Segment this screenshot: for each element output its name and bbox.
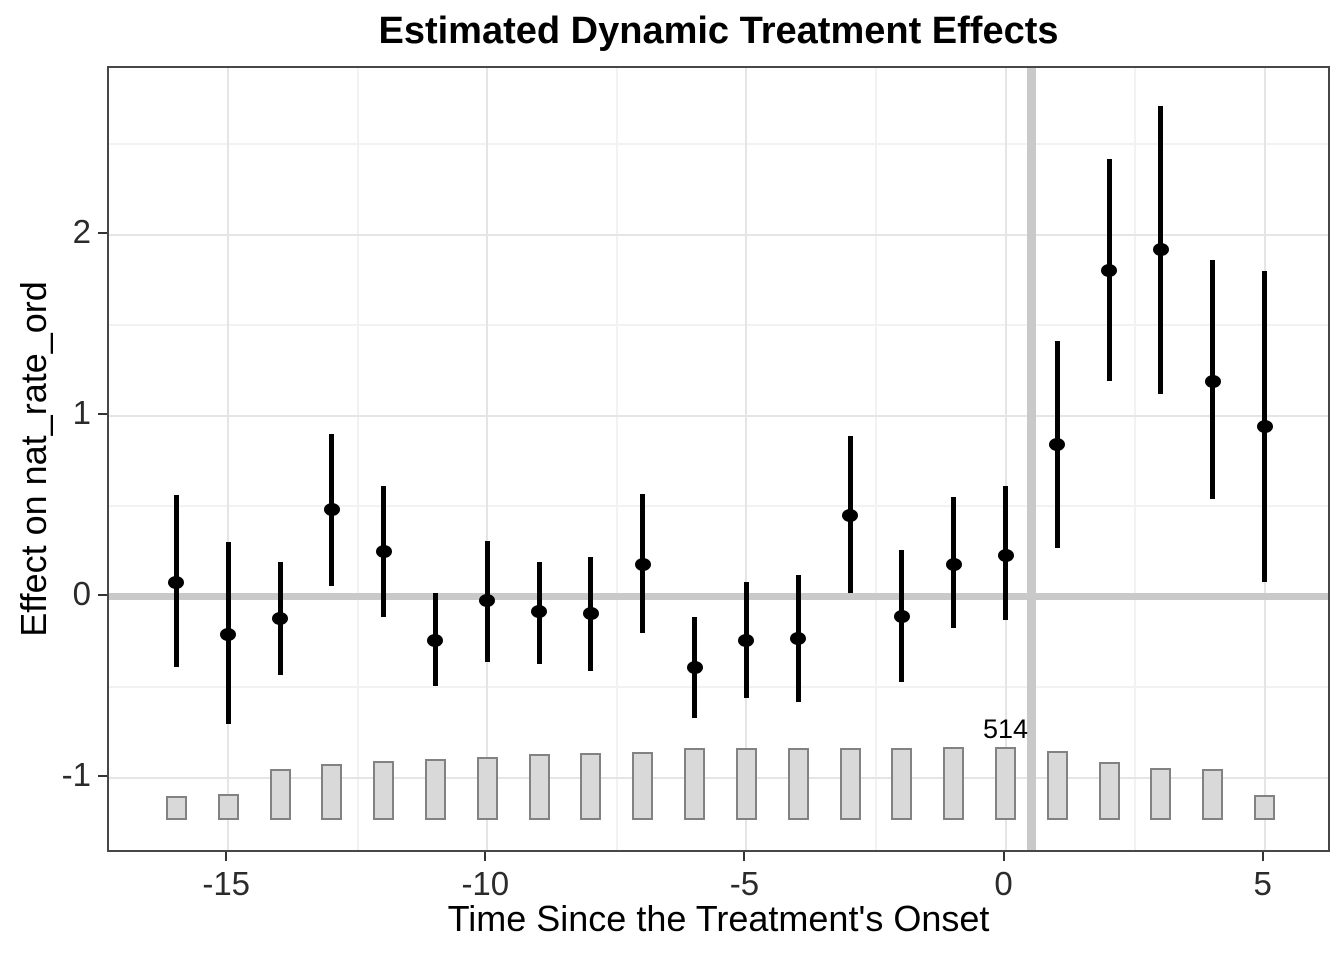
gridline-major-vertical: [486, 68, 489, 850]
point-estimate: [479, 593, 496, 607]
zero-reference-line: [109, 593, 1328, 601]
point-estimate: [634, 557, 651, 571]
gridline-minor-vertical: [356, 68, 359, 850]
count-bar: [217, 793, 239, 820]
count-bar: [735, 747, 757, 820]
point-estimate: [1152, 242, 1169, 256]
x-tick-mark: [743, 852, 746, 861]
y-tick-label: 2: [72, 212, 91, 250]
point-estimate: [997, 548, 1014, 562]
point-estimate: [842, 508, 859, 522]
gridline-minor-vertical: [874, 68, 877, 850]
point-estimate: [272, 612, 288, 626]
gridline-major-horizontal: [109, 776, 1328, 779]
point-estimate: [686, 660, 703, 674]
y-tick-mark: [98, 593, 107, 596]
gridline-minor-horizontal: [109, 686, 1328, 689]
x-tick-mark: [1261, 852, 1264, 861]
y-tick-mark: [98, 412, 107, 415]
gridline-minor-vertical: [615, 68, 618, 850]
y-tick-mark: [98, 231, 107, 234]
point-estimate: [220, 628, 237, 642]
point-estimate: [582, 606, 599, 620]
gridline-major-vertical: [745, 68, 748, 850]
point-estimate: [427, 633, 444, 647]
count-annotation: 514: [982, 714, 1029, 745]
x-tick-mark: [225, 852, 228, 861]
count-bar: [632, 751, 654, 820]
y-tick-mark: [98, 774, 107, 777]
count-bar: [1098, 762, 1120, 820]
point-estimate: [375, 545, 392, 559]
gridline-major-vertical: [1004, 68, 1007, 850]
count-bar: [995, 747, 1017, 820]
count-bar: [269, 768, 291, 820]
chart-title: Estimated Dynamic Treatment Effects: [378, 10, 1059, 52]
point-estimate: [168, 575, 185, 589]
gridline-minor-horizontal: [109, 324, 1328, 327]
point-estimate: [531, 604, 548, 618]
point-estimate: [323, 503, 340, 517]
point-estimate: [945, 557, 962, 571]
count-bar: [165, 795, 187, 820]
count-bar: [1254, 794, 1276, 820]
point-estimate: [1204, 374, 1221, 388]
plot-panel: 514: [107, 66, 1330, 852]
count-bar: [891, 747, 913, 820]
count-bar: [943, 747, 965, 820]
gridline-major-horizontal: [109, 233, 1328, 236]
x-tick-mark: [1002, 852, 1005, 861]
count-bar: [476, 756, 498, 820]
count-bar: [580, 752, 602, 820]
treatment-onset-line: [1026, 68, 1036, 850]
count-bar: [424, 758, 446, 820]
point-estimate: [1049, 438, 1066, 452]
x-axis-title: Time Since the Treatment's Onset: [447, 898, 990, 939]
count-bar: [1150, 768, 1172, 820]
gridline-minor-horizontal: [109, 143, 1328, 146]
count-bar: [787, 748, 809, 820]
count-bar: [684, 747, 706, 820]
y-axis-title-text: Effect on nat_rate_ord: [13, 281, 54, 637]
count-bar: [1046, 750, 1068, 820]
count-bar: [373, 761, 395, 820]
count-bar: [528, 754, 550, 820]
y-tick-label: -1: [61, 756, 91, 794]
gridline-minor-horizontal: [109, 505, 1328, 508]
point-estimate: [1101, 264, 1118, 278]
point-estimate: [790, 631, 807, 645]
count-bar: [839, 748, 861, 820]
gridline-minor-vertical: [1134, 68, 1137, 850]
point-estimate: [1256, 420, 1273, 434]
count-bar: [321, 764, 343, 820]
gridline-major-vertical: [227, 68, 230, 850]
point-estimate: [738, 633, 755, 647]
count-bar: [1202, 769, 1224, 820]
point-estimate: [893, 610, 910, 624]
gridline-major-horizontal: [109, 414, 1328, 417]
x-tick-mark: [484, 852, 487, 861]
